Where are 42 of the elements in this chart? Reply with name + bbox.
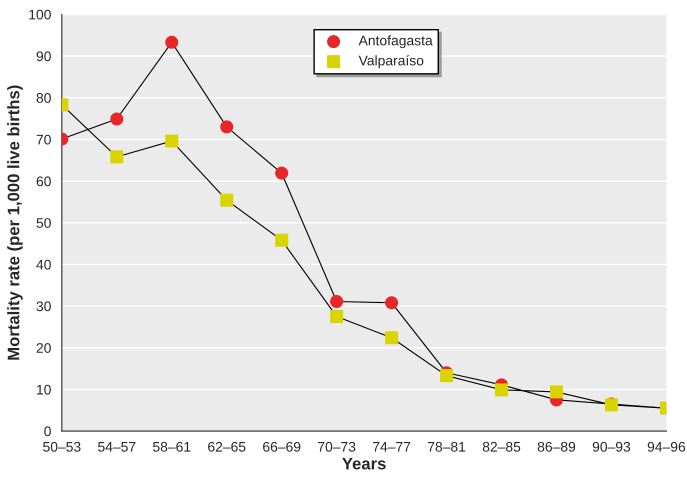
x-axis-title: Years	[342, 458, 386, 470]
point	[165, 36, 178, 49]
x-tick-label: 86–89	[538, 442, 576, 452]
x-tick-label: 58–61	[152, 442, 190, 452]
y-tick-label: 80	[36, 93, 51, 103]
y-tick-label: 60	[36, 176, 51, 186]
point	[550, 385, 563, 398]
x-tick-label: 62–65	[208, 442, 246, 452]
y-tick-label: 40	[36, 260, 51, 270]
y-tick-label: 90	[36, 51, 51, 62]
x-tick-label: 70–73	[318, 442, 356, 452]
y-tick-label: 30	[36, 301, 51, 312]
y-tick-label: 0	[44, 426, 51, 436]
y-tick-label: 70	[36, 134, 51, 145]
x-tick-label: 54–57	[98, 442, 136, 452]
point	[330, 310, 344, 324]
point	[330, 294, 344, 308]
point	[495, 383, 508, 396]
point	[440, 369, 454, 382]
point	[385, 331, 398, 344]
y-axis-title: Mortality rate (per 1,000 live births)	[7, 86, 23, 360]
legend-label: Valparaíso	[358, 55, 424, 68]
y-tick-label: 10	[37, 384, 51, 395]
point	[275, 166, 288, 180]
x-tick-label: 82–85	[482, 442, 520, 452]
point	[165, 134, 178, 148]
x-tick-label: 74–77	[372, 442, 410, 452]
point	[110, 150, 124, 164]
x-tick-label: 50–53	[43, 442, 81, 452]
x-tick-label: 66–69	[263, 442, 300, 452]
y-tick-label: 20	[36, 343, 51, 353]
point	[275, 234, 288, 247]
point	[220, 120, 234, 134]
legend-label: Antofagasta	[358, 35, 433, 48]
x-tick-label: 90–93	[592, 442, 630, 452]
y-tick-label: 100	[29, 10, 51, 20]
x-tick-label: 94–96	[648, 442, 686, 452]
y-tick-label: 50	[36, 218, 51, 228]
x-tick-label: 78–81	[428, 442, 466, 452]
point	[110, 112, 124, 126]
point	[220, 194, 234, 207]
point	[385, 296, 398, 310]
